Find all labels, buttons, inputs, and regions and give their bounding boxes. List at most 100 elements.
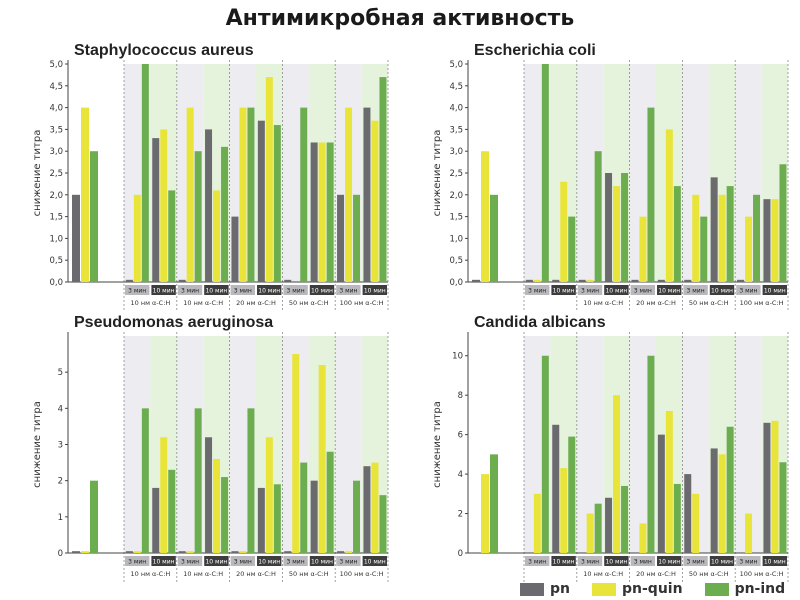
y-tick-label: 1,5 (449, 213, 463, 223)
bar-group1-10min-pn-ind (168, 469, 176, 553)
y-tick-label: 2,0 (449, 191, 463, 201)
time-label-bg (683, 556, 708, 566)
group-label: 20 нм α-C:H (236, 570, 276, 578)
bar-group2-10min-pn (605, 173, 613, 282)
bar-group5-3min-pn-ind (753, 194, 761, 282)
time-label: 3 мин (581, 559, 599, 566)
bar-control-pn-quin (81, 551, 89, 553)
time-label: 10 мин (258, 559, 280, 566)
y-axis-label: снижение титра (432, 401, 443, 488)
bar-group5-3min-pn-quin (745, 513, 753, 553)
y-tick-label: 1,0 (49, 234, 63, 244)
bar-group5-10min-pn-quin (371, 120, 379, 283)
bar-group1-10min-pn-quin (160, 129, 168, 282)
y-tick-label: 4,5 (49, 82, 63, 92)
time-label-bg (204, 556, 229, 566)
group-label: 50 нм α-C:H (689, 570, 729, 578)
group-label: 50 нм α-C:H (289, 570, 329, 578)
bar-group5-10min-pn-quin (771, 420, 779, 553)
bar-group1-3min-pn-ind (141, 408, 149, 553)
y-tick-label: 5,0 (49, 60, 63, 70)
bar-group2-3min-pn-quin (186, 107, 194, 282)
group-label: 10 нм α-C:H (183, 299, 223, 307)
legend-swatch-pn (520, 582, 544, 596)
y-tick-label: 4,5 (449, 82, 463, 92)
time-label-bg (604, 556, 629, 566)
time-label-bg (657, 556, 682, 566)
bar-group4-10min-pn-ind (326, 142, 334, 282)
group-label: 50 нм α-C:H (289, 299, 329, 307)
bar-group2-3min-pn (578, 279, 586, 282)
bar-group4-10min-pn-quin (718, 194, 726, 282)
bar-group3-10min-pn-quin (265, 77, 273, 282)
bar-group1-3min-pn-ind (541, 64, 549, 282)
time-label-bg (683, 285, 708, 295)
bar-group3-10min-pn (257, 120, 265, 283)
bar-group5-10min-pn (363, 466, 371, 553)
time-label: 3 мин (739, 559, 757, 566)
bar-group5-3min-pn-ind (353, 194, 361, 282)
bar-group4-3min-pn-ind (300, 462, 308, 553)
time-label: 10 мин (205, 288, 227, 295)
y-axis-label: снижение титра (32, 130, 43, 217)
bar-control-pn-ind (490, 194, 498, 282)
bar-group2-3min-pn-quin (586, 513, 594, 553)
bar-control-pn-quin (481, 474, 489, 553)
y-tick-label: 5,0 (449, 60, 463, 70)
y-tick-label: 4 (458, 470, 463, 480)
y-axis-label: снижение титра (32, 401, 43, 488)
group-label: 10 нм α-C:H (130, 299, 170, 307)
bar-control-pn (472, 279, 480, 282)
bar-group3-3min-pn (631, 279, 639, 282)
bar-group5-3min-pn (737, 279, 745, 282)
bar-group2-3min-pn-ind (194, 408, 202, 553)
bar-group5-3min-pn (337, 194, 345, 282)
bar-group2-10min-pn-ind (221, 477, 229, 553)
bar-group3-3min-pn-ind (247, 408, 255, 553)
bar-group4-10min-pn-quin (718, 454, 726, 553)
time-label-bg (657, 285, 682, 295)
bar-group2-10min-pn-quin (213, 458, 221, 553)
time-label-bg (362, 285, 387, 295)
time-label-bg (257, 285, 282, 295)
group-label: 100 нм α-C:H (340, 570, 384, 578)
bar-group3-10min-pn (657, 279, 665, 282)
time-label-bg (577, 556, 603, 566)
legend: pn pn-quin pn-ind (520, 579, 785, 599)
time-label: 10 мин (658, 288, 680, 295)
bar-control-pn-quin (481, 151, 489, 282)
y-tick-label: 0,0 (49, 278, 63, 288)
bar-group3-10min-pn (257, 487, 265, 553)
bar-group5-3min-pn-quin (345, 551, 353, 553)
bar-group1-10min-pn-quin (560, 181, 568, 282)
time-label: 10 мин (364, 559, 386, 566)
bar-group2-3min-pn-ind (594, 151, 602, 282)
legend-label-pn-quin: pn-quin (622, 581, 683, 597)
y-tick-label: 2 (458, 510, 463, 520)
bar-group4-10min-pn (710, 448, 718, 553)
time-label: 10 мин (153, 288, 175, 295)
time-label: 3 мин (687, 559, 705, 566)
bar-group1-10min-pn-ind (168, 190, 176, 282)
bar-group5-10min-pn-ind (379, 495, 387, 553)
bar-group5-3min-pn-quin (345, 107, 353, 282)
bar-control-pn-quin (81, 107, 89, 282)
time-label: 10 мин (205, 559, 227, 566)
y-tick-label: 4,0 (449, 104, 463, 114)
bar-group2-3min-pn-quin (186, 551, 194, 553)
bar-group4-3min-pn (684, 279, 692, 282)
bar-group3-3min-pn-quin (639, 216, 647, 282)
group-label: 100 нм α-C:H (340, 299, 384, 307)
group-label: 20 нм α-C:H (636, 570, 676, 578)
y-axis-label: снижение титра (432, 130, 443, 217)
bar-group3-3min-pn-ind (647, 355, 655, 553)
time-label-bg (630, 285, 655, 295)
chart-title: Pseudomonas aeruginosa (74, 314, 273, 331)
bar-group4-3min-pn (284, 551, 292, 553)
group-label: 100 нм α-C:H (740, 570, 784, 578)
time-label-bg (577, 285, 603, 295)
bar-group1-10min-pn-quin (560, 468, 568, 553)
time-label: 3 мин (128, 288, 146, 295)
time-label-bg (125, 285, 150, 295)
bar-group2-10min-pn-quin (213, 190, 221, 282)
